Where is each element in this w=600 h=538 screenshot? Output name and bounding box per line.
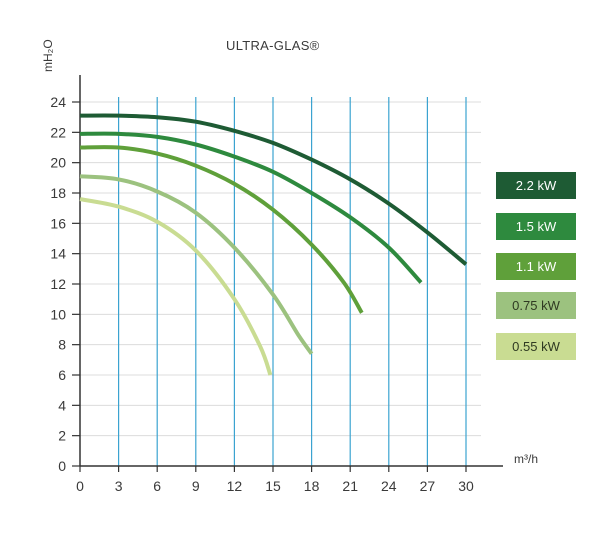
y-tick-label: 8 <box>58 337 66 353</box>
legend-item: 2.2 kW <box>496 172 576 199</box>
legend-item: 1.1 kW <box>496 253 576 280</box>
series-curve <box>79 197 273 376</box>
legend-item: 0.55 kW <box>496 333 576 360</box>
x-tick-label: 24 <box>381 478 397 494</box>
y-tick-label: 24 <box>50 94 66 110</box>
x-tick-label: 18 <box>304 478 320 494</box>
axes <box>72 75 503 472</box>
y-tick-label: 6 <box>58 367 66 383</box>
x-tick-label: 30 <box>458 478 474 494</box>
x-tick-label: 21 <box>342 478 358 494</box>
y-tick-label: 0 <box>58 458 66 474</box>
y-tick-label: 16 <box>50 215 66 231</box>
y-tick-label: 18 <box>50 185 66 201</box>
legend-item: 1.5 kW <box>496 213 576 240</box>
y-axis-label: mH₂O <box>41 39 55 72</box>
y-tick-label: 20 <box>50 155 66 171</box>
y-tick-label: 22 <box>50 124 66 140</box>
x-tick-label: 27 <box>420 478 436 494</box>
x-tick-label: 3 <box>115 478 123 494</box>
x-tick-label: 12 <box>227 478 243 494</box>
x-tick-label: 9 <box>192 478 200 494</box>
x-axis-label: m³/h <box>514 452 538 466</box>
y-tick-label: 10 <box>50 306 66 322</box>
y-tick-label: 12 <box>50 276 66 292</box>
series-curve <box>79 131 423 284</box>
chart-title: ULTRA-GLAS® <box>226 38 320 53</box>
x-tick-label: 0 <box>76 478 84 494</box>
y-tick-label: 2 <box>58 428 66 444</box>
y-tick-label: 4 <box>58 397 66 413</box>
y-tick-label: 14 <box>50 246 66 262</box>
series-curve <box>79 174 314 355</box>
x-tick-label: 6 <box>153 478 161 494</box>
series-curve <box>79 113 468 266</box>
series-curves <box>79 113 468 376</box>
x-tick-label: 15 <box>265 478 281 494</box>
series-curve <box>79 145 364 314</box>
legend-item: 0.75 kW <box>496 292 576 319</box>
